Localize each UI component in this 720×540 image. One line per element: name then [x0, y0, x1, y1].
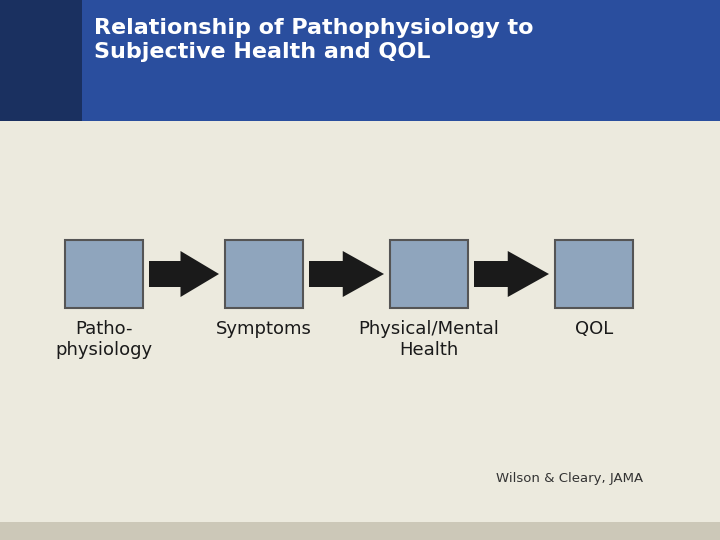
FancyArrow shape — [149, 251, 219, 297]
Bar — [0, 0, 82, 121]
Text: Symptoms: Symptoms — [216, 320, 312, 338]
Text: Physical/Mental
Health: Physical/Mental Health — [359, 320, 500, 359]
Text: Patho-
physiology: Patho- physiology — [55, 320, 153, 359]
Text: Wilson & Cleary, JAMA: Wilson & Cleary, JAMA — [496, 472, 644, 485]
Bar — [0, 522, 720, 540]
FancyArrow shape — [474, 251, 549, 297]
Bar — [555, 240, 633, 308]
Text: Relationship of Pathophysiology to
Subjective Health and QOL: Relationship of Pathophysiology to Subje… — [94, 18, 534, 62]
FancyArrow shape — [309, 251, 384, 297]
Bar — [65, 240, 143, 308]
Bar — [390, 240, 468, 308]
Text: QOL: QOL — [575, 320, 613, 338]
Bar — [225, 240, 303, 308]
Bar — [0, 0, 720, 121]
